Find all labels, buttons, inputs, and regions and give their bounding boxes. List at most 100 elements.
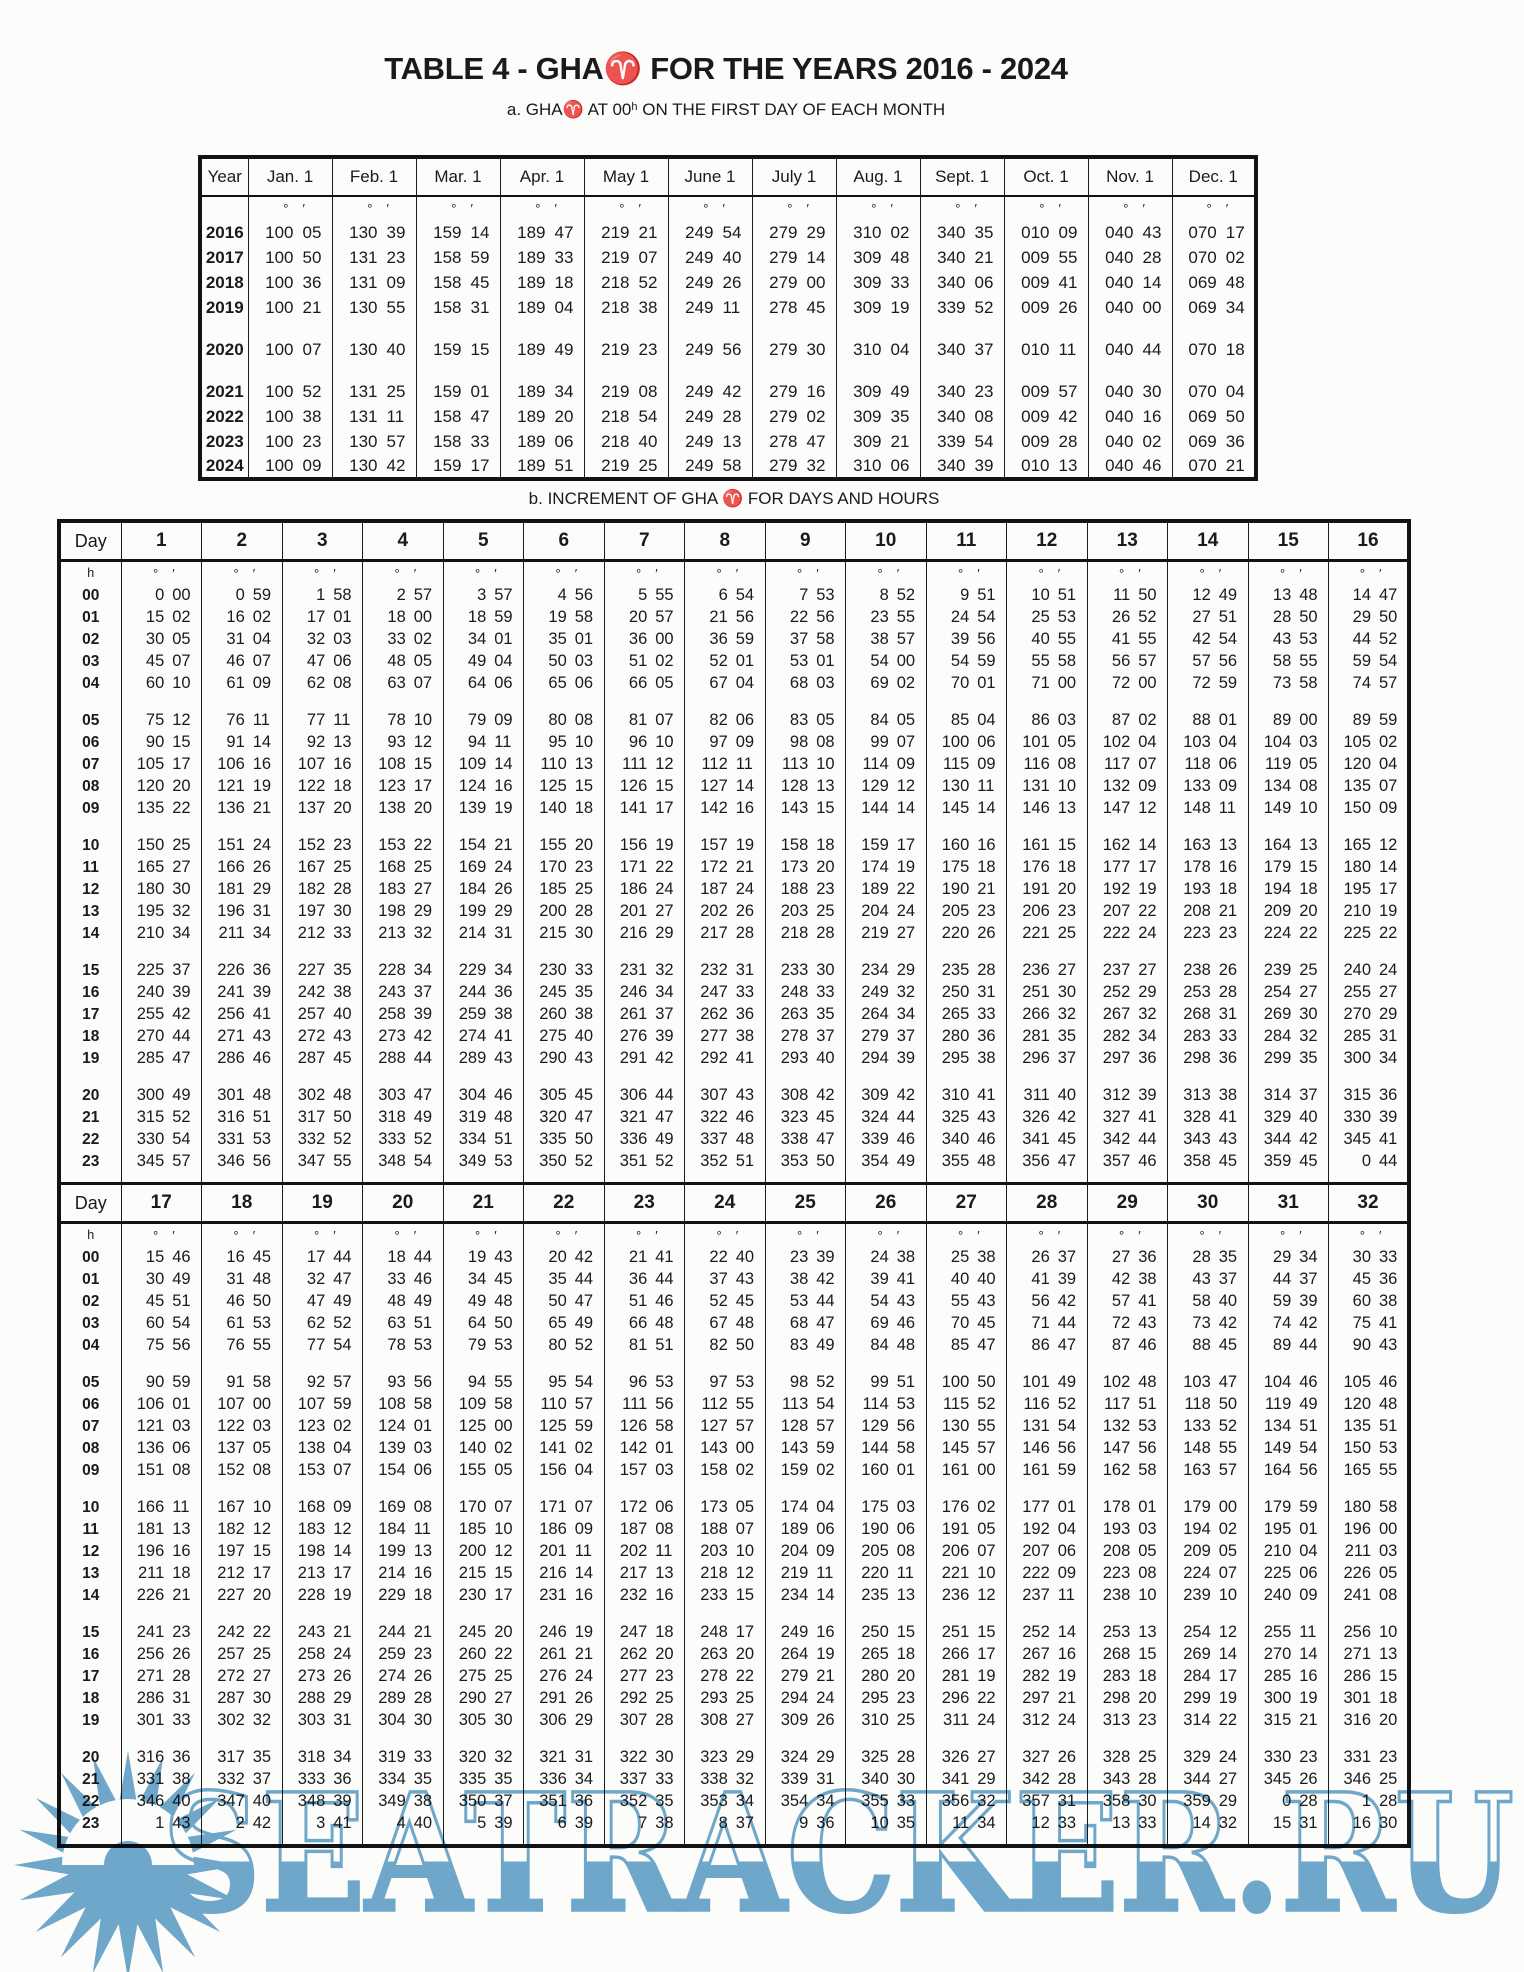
gha-increment-cell: 292 25 [603, 1687, 685, 1710]
gha-increment-cell: 122 03 [201, 1415, 282, 1438]
gha-increment-cell: 254 27 [1247, 981, 1329, 1004]
gha-increment-cell: 310 41 [925, 1084, 1007, 1107]
hour-row: 07 121 03 122 03 123 02 124 01 125 00 125 59 126 58 127… [59, 1415, 1409, 1438]
hour-label: 17 [82, 1005, 100, 1023]
gha-increment-cell: 121 03 [120, 1415, 202, 1438]
gha-increment-cell: 120 20 [120, 775, 202, 798]
gha-increment-cell: 159 02 [764, 1459, 846, 1482]
gha-increment-cell: 217 13 [603, 1562, 685, 1585]
gha-increment-cell: 48 05 [362, 650, 443, 673]
gha-increment-cell: 192 19 [1086, 878, 1168, 901]
gha-increment-cell: 272 27 [201, 1665, 282, 1688]
gha-increment-cell: 179 00 [1167, 1496, 1248, 1519]
gha-increment-cell: 81 07 [603, 709, 685, 732]
gha-increment-cell: 282 34 [1086, 1025, 1168, 1048]
gha-value-cell: 009 57 [1003, 379, 1088, 404]
gha-increment-cell: 38 57 [845, 628, 926, 651]
gha-increment-cell: 131 54 [1006, 1415, 1087, 1438]
gha-increment-cell: 12 33 [1006, 1812, 1087, 1835]
gha-increment-cell: 343 28 [1086, 1768, 1168, 1791]
gha-increment-cell: 156 19 [603, 834, 685, 857]
gha-increment-cell: 263 20 [684, 1643, 765, 1666]
gha-value-cell: 249 26 [667, 270, 752, 295]
gha-increment-cell: 112 55 [684, 1393, 765, 1416]
deg-min-symbols: ° ′ [667, 196, 752, 220]
gha-increment-cell: 75 56 [120, 1334, 202, 1357]
hour-label: 03 [82, 652, 100, 670]
hour-label: 16 [82, 983, 100, 1001]
hour-row: 11 181 13 182 12 183 12 184 11 185 10 186 09 187 08 188… [59, 1518, 1409, 1541]
gha-increment-cell: 139 19 [442, 797, 524, 820]
gha-increment-cell: 116 08 [1006, 753, 1087, 776]
gha-increment-cell: 218 12 [684, 1562, 765, 1585]
gha-value-cell: 010 13 [1003, 454, 1088, 479]
gha-increment-cell: 210 34 [120, 922, 202, 945]
gha-increment-cell: 7 53 [764, 584, 846, 607]
hour-row: 18 286 31 287 30 288 29 289 28 290 27 291 26 292 25 293… [59, 1687, 1409, 1710]
gha-increment-cell: 270 29 [1328, 1003, 1409, 1026]
year-row: 2021 100 52 131 25 159 01 189 34 219 08 249 42 279 16 3… [200, 379, 1256, 404]
hour-row: 13 211 18 212 17 213 17 214 16 215 15 216 14 217 13 218… [59, 1562, 1409, 1585]
gha-increment-cell: 152 08 [201, 1459, 282, 1482]
gha-increment-cell: 119 05 [1247, 753, 1329, 776]
gha-increment-cell: 263 35 [764, 1003, 846, 1026]
gha-value-cell: 279 30 [751, 337, 836, 362]
gha-increment-cell: 76 55 [201, 1334, 282, 1357]
gha-increment-cell: 220 11 [845, 1562, 926, 1585]
gha-increment-cell: 258 24 [281, 1643, 363, 1666]
deg-min-symbols: ° ′ [1167, 560, 1248, 585]
gha-increment-cell: 293 40 [764, 1047, 846, 1070]
gha-increment-cell: 334 35 [362, 1768, 443, 1791]
gha-increment-cell: 163 13 [1167, 834, 1248, 857]
gha-increment-cell: 196 00 [1328, 1518, 1409, 1541]
gha-increment-cell: 180 14 [1328, 856, 1409, 879]
gha-increment-cell: 101 49 [1006, 1371, 1087, 1394]
hour-row: 23 345 57 346 56 347 55 348 54 349 53 350 52 351 52 352… [59, 1150, 1409, 1173]
gha-increment-cell: 301 48 [201, 1084, 282, 1107]
gha-value-cell: 040 28 [1087, 245, 1172, 270]
gha-increment-cell: 60 54 [120, 1312, 202, 1335]
gha-increment-cell: 126 15 [603, 775, 685, 798]
gha-increment-cell: 203 10 [684, 1540, 765, 1563]
gha-increment-cell: 163 57 [1167, 1459, 1248, 1482]
hour-label: 16 [82, 1645, 100, 1663]
gha-value-cell: 340 06 [919, 270, 1004, 295]
gha-increment-cell: 319 48 [442, 1106, 524, 1129]
gha-value-cell: 070 04 [1171, 379, 1256, 404]
gha-increment-cell: 325 43 [925, 1106, 1007, 1129]
deg-min-symbols: ° ′ [281, 1222, 363, 1247]
gha-increment-cell: 41 39 [1006, 1268, 1087, 1291]
gha-increment-cell: 63 51 [362, 1312, 443, 1335]
gha-value-cell: 100 52 [247, 379, 332, 404]
gha-increment-cell: 261 21 [523, 1643, 604, 1666]
gha-increment-cell: 132 09 [1086, 775, 1168, 798]
gha-increment-cell: 45 51 [120, 1290, 202, 1313]
day-header-cell: 3 [281, 519, 363, 562]
deg-min-symbols: ° ′ [247, 196, 332, 220]
gha-increment-cell: 42 54 [1167, 628, 1248, 651]
gha-increment-cell: 201 11 [523, 1540, 604, 1563]
hour-row: 04 60 10 61 09 62 08 63 07 64 06 65 06 66 05 67 04 68 03 69… [59, 672, 1409, 695]
gha-increment-cell: 231 32 [603, 959, 685, 982]
gha-increment-cell: 68 47 [764, 1312, 846, 1335]
gha-increment-cell: 210 19 [1328, 900, 1409, 923]
year-row: 2019 100 21 130 55 158 31 189 04 218 38 249 11 278 45 3… [200, 295, 1256, 320]
gha-increment-cell: 259 38 [442, 1003, 524, 1026]
gha-value-cell: 189 20 [499, 404, 584, 429]
gha-increment-cell: 294 39 [845, 1047, 926, 1070]
gha-increment-cell: 143 00 [684, 1437, 765, 1460]
hour-row: 17 271 28 272 27 273 26 274 26 275 25 276 24 277 23 278… [59, 1665, 1409, 1688]
gha-increment-cell: 204 24 [845, 900, 926, 923]
gha-value-cell: 309 35 [835, 404, 920, 429]
gha-increment-cell: 212 17 [201, 1562, 282, 1585]
gha-increment-cell: 169 08 [362, 1496, 443, 1519]
gha-increment-cell: 323 45 [764, 1106, 846, 1129]
gha-value-cell: 278 45 [751, 295, 836, 320]
deg-min-symbols: ° ′ [1006, 1222, 1087, 1247]
gha-value-cell: 040 00 [1087, 295, 1172, 320]
gha-increment-cell: 83 05 [764, 709, 846, 732]
hour-label: 09 [82, 799, 100, 817]
gha-increment-cell: 42 38 [1086, 1268, 1168, 1291]
day-header-cell: 25 [764, 1182, 846, 1224]
